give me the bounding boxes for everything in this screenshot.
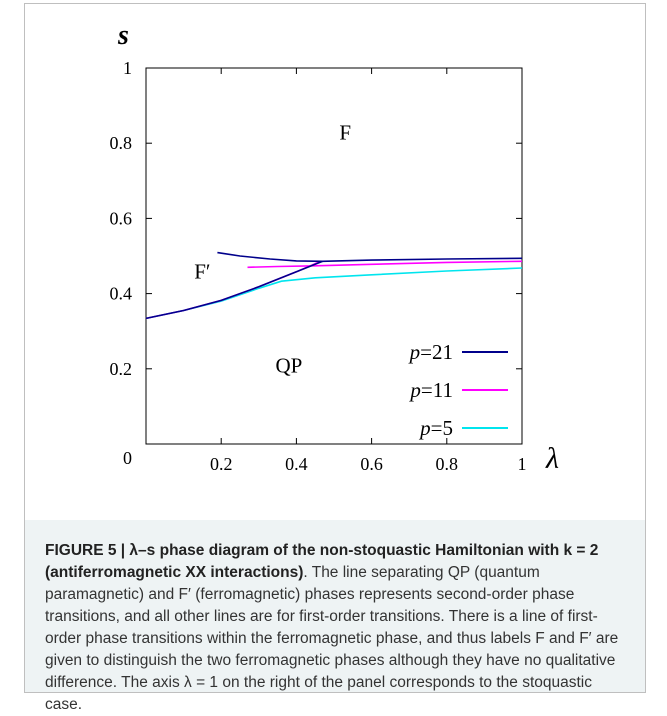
caption-title: FIGURE 5 | λ–s phase diagram of the non-… xyxy=(45,542,599,581)
x-tick-label: 1 xyxy=(518,454,527,474)
y-tick-label: 0.4 xyxy=(110,284,133,304)
y-tick-label: 0 xyxy=(123,448,132,468)
y-tick-label: 1 xyxy=(123,58,132,78)
x-tick-label: 0.4 xyxy=(285,454,308,474)
y-tick-label: 0.8 xyxy=(110,133,133,153)
legend-label: p=5 xyxy=(418,416,453,440)
axes xyxy=(145,67,523,445)
phase-labels: F F′ QP xyxy=(194,120,351,377)
y-axis-label: s xyxy=(117,20,129,51)
series-line-p=21 xyxy=(217,251,523,263)
figure-caption: FIGURE 5 | λ–s phase diagram of the non-… xyxy=(24,520,646,713)
caption-body: . The line separating QP (quantum parama… xyxy=(45,564,619,713)
phase-diagram-chart: 0 0.2 0.4 0.6 0.8 1 0.2 0.4 0.6 0.8 1 s λ F F′ QP p=21… xyxy=(110,20,560,475)
series-line-p=11 xyxy=(247,260,523,269)
phase-label: F xyxy=(339,120,351,144)
tick-labels: 0 0.2 0.4 0.6 0.8 1 0.2 0.4 0.6 0.8 1 s λ xyxy=(110,20,560,475)
y-tick-label: 0.6 xyxy=(110,208,133,228)
series-line-p=21 xyxy=(145,260,323,320)
x-tick-label: 0.2 xyxy=(210,454,233,474)
phase-label: QP xyxy=(275,354,302,378)
x-tick-label: 0.8 xyxy=(436,454,459,474)
series-lines xyxy=(145,251,523,320)
series-line-p=11 xyxy=(145,261,320,320)
plot-border xyxy=(145,67,523,445)
x-axis-label: λ xyxy=(545,442,559,475)
legend: p=21 p=11 p=5 xyxy=(408,340,508,440)
legend-label: p=11 xyxy=(408,378,453,402)
x-tick-label: 0.6 xyxy=(360,454,383,474)
legend-label: p=21 xyxy=(408,340,453,364)
y-tick-label: 0.2 xyxy=(110,359,133,379)
phase-label: F′ xyxy=(194,260,210,284)
